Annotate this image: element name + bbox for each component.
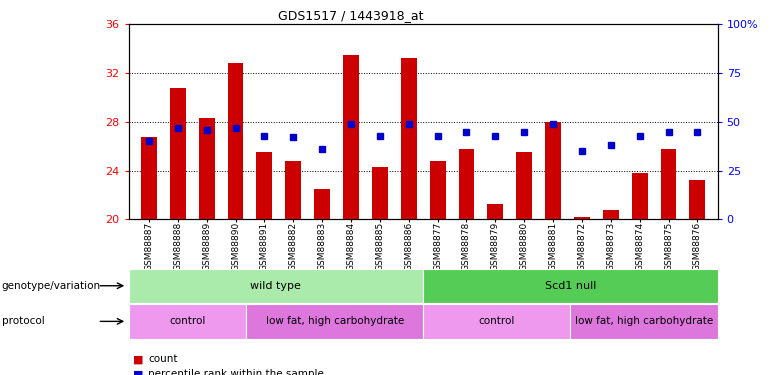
Text: protocol: protocol bbox=[2, 316, 44, 326]
Text: GSM88888: GSM88888 bbox=[173, 222, 183, 271]
Bar bbox=[690, 180, 705, 219]
Text: GSM88882: GSM88882 bbox=[289, 222, 298, 271]
Bar bbox=[141, 136, 157, 219]
Text: GSM88885: GSM88885 bbox=[375, 222, 385, 271]
Text: GSM88878: GSM88878 bbox=[462, 222, 471, 271]
Bar bbox=[661, 149, 676, 219]
Bar bbox=[516, 152, 532, 219]
Text: GSM88874: GSM88874 bbox=[635, 222, 644, 271]
Bar bbox=[603, 210, 619, 219]
Bar bbox=[343, 55, 359, 219]
Text: GSM88884: GSM88884 bbox=[346, 222, 356, 271]
Text: GSM88887: GSM88887 bbox=[144, 222, 154, 271]
Text: GSM88873: GSM88873 bbox=[606, 222, 615, 271]
Bar bbox=[632, 173, 647, 219]
Text: GSM88886: GSM88886 bbox=[404, 222, 413, 271]
Text: GSM88881: GSM88881 bbox=[548, 222, 558, 271]
Text: GSM88872: GSM88872 bbox=[577, 222, 587, 271]
Bar bbox=[314, 189, 330, 219]
Bar bbox=[574, 217, 590, 219]
Bar bbox=[257, 152, 272, 219]
Bar bbox=[246, 304, 424, 339]
Text: wild type: wild type bbox=[250, 281, 301, 291]
Bar bbox=[401, 58, 417, 219]
Bar bbox=[372, 167, 388, 219]
Bar bbox=[129, 268, 423, 303]
Bar bbox=[423, 268, 718, 303]
Text: GSM88879: GSM88879 bbox=[491, 222, 500, 271]
Text: percentile rank within the sample: percentile rank within the sample bbox=[148, 369, 324, 375]
Text: control: control bbox=[479, 316, 515, 326]
Text: GSM88891: GSM88891 bbox=[260, 222, 269, 271]
Text: GSM88876: GSM88876 bbox=[693, 222, 702, 271]
Text: count: count bbox=[148, 354, 178, 364]
Bar bbox=[545, 122, 561, 219]
Bar bbox=[129, 304, 246, 339]
Bar bbox=[170, 88, 186, 219]
Text: ■: ■ bbox=[133, 369, 143, 375]
Bar bbox=[430, 161, 445, 219]
Bar bbox=[228, 63, 243, 219]
Text: ■: ■ bbox=[133, 354, 143, 364]
Bar bbox=[423, 304, 570, 339]
Text: control: control bbox=[169, 316, 206, 326]
Text: low fat, high carbohydrate: low fat, high carbohydrate bbox=[266, 316, 404, 326]
Bar bbox=[459, 149, 474, 219]
Bar bbox=[199, 118, 215, 219]
Text: GSM88875: GSM88875 bbox=[664, 222, 673, 271]
Bar bbox=[285, 161, 301, 219]
Text: GSM88889: GSM88889 bbox=[202, 222, 211, 271]
Text: GSM88883: GSM88883 bbox=[317, 222, 327, 271]
Text: Scd1 null: Scd1 null bbox=[544, 281, 596, 291]
Text: GSM88877: GSM88877 bbox=[433, 222, 442, 271]
Text: genotype/variation: genotype/variation bbox=[2, 281, 101, 291]
Text: GSM88890: GSM88890 bbox=[231, 222, 240, 271]
Bar bbox=[570, 304, 718, 339]
Text: GSM88880: GSM88880 bbox=[519, 222, 529, 271]
Text: GDS1517 / 1443918_at: GDS1517 / 1443918_at bbox=[278, 9, 424, 22]
Text: low fat, high carbohydrate: low fat, high carbohydrate bbox=[575, 316, 713, 326]
Bar bbox=[488, 204, 503, 219]
